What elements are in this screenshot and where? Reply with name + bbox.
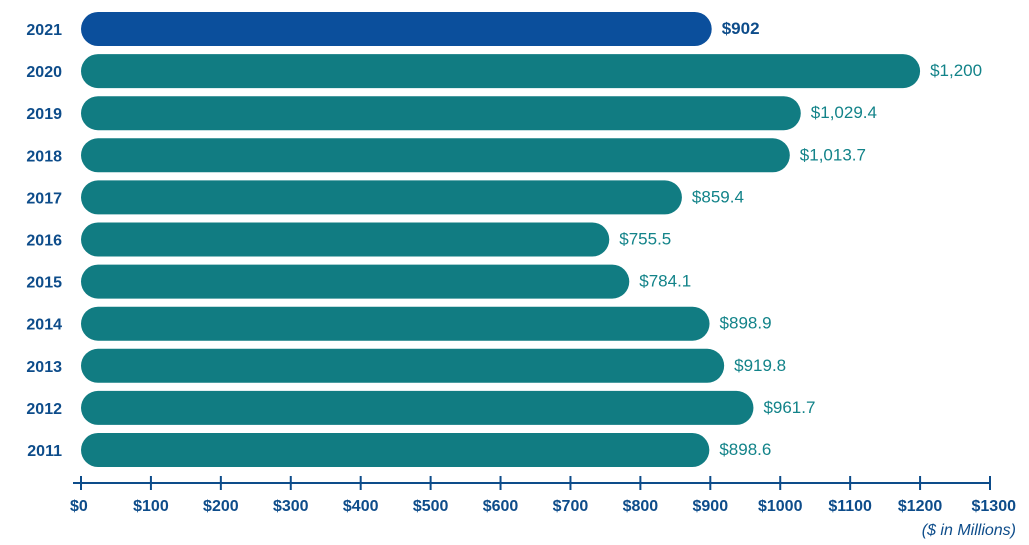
value-label-2018: $1,013.7	[800, 145, 866, 164]
x-tick-label: $1300	[972, 498, 1017, 515]
year-labels: 2021 2020 2019 2018 2017 2016 2015 2014 2013 2012…	[26, 22, 62, 460]
year-label-2015: 2015	[26, 275, 62, 292]
x-tick-label: $1000	[758, 498, 803, 515]
value-label-2014: $898.9	[720, 314, 772, 333]
bar-2013	[81, 348, 725, 383]
x-tick-label: $1100	[828, 498, 872, 515]
value-label-2017: $859.4	[692, 187, 744, 206]
bar-2016	[81, 222, 610, 257]
year-label-2018: 2018	[26, 148, 62, 165]
x-tick-label: $600	[483, 498, 519, 515]
x-tick-label: $400	[343, 498, 379, 515]
x-tick-label: $500	[413, 498, 449, 515]
bars-group	[81, 12, 921, 467]
value-label-2013: $919.8	[734, 356, 786, 375]
x-axis: $0 $100 $200 $300 $400 $500 $600 $700 $800 $900 $1…	[70, 476, 1016, 515]
x-tick-label: $100	[133, 498, 169, 515]
x-tick-label: $700	[553, 498, 589, 515]
year-label-2013: 2013	[26, 359, 62, 376]
bar-2020	[81, 54, 921, 89]
x-tick-label: $200	[203, 498, 239, 515]
value-label-2019: $1,029.4	[811, 103, 877, 122]
x-axis-unit-label: ($ in Millions)	[922, 522, 1016, 539]
year-label-2019: 2019	[26, 106, 62, 123]
bar-2014	[81, 306, 710, 341]
bar-2017	[81, 180, 682, 215]
x-tick-label: $900	[693, 498, 729, 515]
bar-2012	[81, 390, 754, 425]
value-label-2012: $961.7	[763, 398, 815, 417]
x-tick-label: $1200	[898, 498, 943, 515]
bar-2019	[81, 96, 801, 131]
bar-2018	[81, 138, 790, 173]
x-tick-label: $800	[623, 498, 659, 515]
year-label-2011: 2011	[27, 443, 62, 460]
bar-2011	[81, 433, 710, 467]
value-labels: $902 $1,200 $1,029.4 $1,013.7 $859.4 $755.5 $7…	[619, 19, 982, 459]
x-tick-label: $0	[70, 498, 88, 515]
year-label-2014: 2014	[26, 317, 62, 334]
year-label-2017: 2017	[26, 190, 62, 207]
year-label-2012: 2012	[26, 401, 62, 418]
year-label-2020: 2020	[26, 64, 62, 81]
value-label-2015: $784.1	[639, 272, 691, 291]
value-label-2011: $898.6	[719, 440, 771, 459]
value-label-2016: $755.5	[619, 230, 671, 249]
x-tick-label: $300	[273, 498, 309, 515]
value-label-2021: $902	[722, 19, 760, 38]
value-label-2020: $1,200	[930, 61, 982, 80]
bar-2015	[81, 264, 630, 299]
year-label-2016: 2016	[26, 233, 62, 250]
bar-2021	[81, 12, 712, 46]
year-label-2021: 2021	[26, 22, 62, 39]
